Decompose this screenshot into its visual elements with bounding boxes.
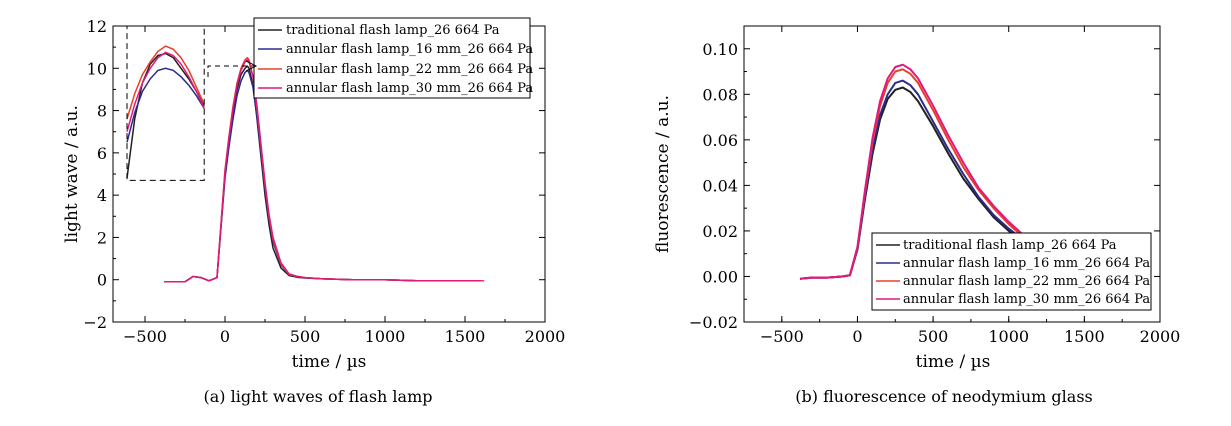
chart-b-legend-label-2: annular flash lamp_22 mm_26 664 Pa	[903, 274, 1150, 289]
chart-a-x-tick-label: 1000	[365, 327, 406, 346]
chart-b-y-tick-label: −0.02	[689, 313, 738, 332]
chart-a-y-tick-label: 8	[97, 102, 107, 121]
chart-b-legend-box	[871, 232, 1152, 311]
chart-a-inset-line-0	[126, 52, 205, 179]
zoom-arrow-head	[245, 60, 258, 72]
chart-a-inset	[126, 25, 205, 181]
chart-a: −500 0 500 1000 1500 2000 −2 0 2 4 6 8 10 12 time / …	[62, 17, 565, 406]
chart-a-x-tick-label: 2000	[525, 327, 566, 346]
chart-b-y-ticks: −0.02 0.00 0.02 0.04 0.06 0.08 0.10	[689, 40, 1160, 332]
chart-b-y-tick-label: 0.08	[702, 85, 738, 104]
chart-b-y-tick-label: 0.10	[702, 40, 738, 59]
chart-a-legend-box	[253, 17, 531, 99]
chart-a-legend-label-2: annular flash lamp_22 mm_26 664 Pa	[286, 62, 533, 77]
chart-a-legend: traditional flash lamp_26 664 Pa annular…	[253, 17, 533, 99]
chart-a-y-tick-label: 10	[87, 59, 107, 78]
chart-b-y-axis-label: fluorescence / a.u.	[653, 95, 673, 253]
chart-b-legend-label-1: annular flash lamp_16 mm_26 664 Pa	[903, 256, 1150, 271]
chart-a-inset-line-2	[126, 45, 205, 120]
chart-b-legend: traditional flash lamp_26 664 Pa annular…	[871, 232, 1152, 311]
chart-b-x-axis-label: time / µs	[916, 352, 991, 372]
chart-b-x-ticks: −500 0 500 1000 1500 2000	[743, 26, 1181, 346]
chart-a-y-tick-label: 2	[97, 228, 107, 247]
chart-b-x-tick-label: 1500	[1064, 327, 1105, 346]
chart-a-y-ticks: −2 0 2 4 6 8 10 12	[83, 17, 545, 332]
chart-b-y-tick-label: 0.04	[702, 176, 738, 195]
chart-a-y-tick-label: −2	[83, 313, 107, 332]
chart-b-plot-frame	[743, 25, 1161, 323]
chart-b-legend-label-3: annular flash lamp_30 mm_26 664 Pa	[903, 292, 1150, 307]
chart-a-x-axis-label: time / µs	[292, 352, 367, 372]
chart-a-x-tick-label: 1500	[445, 327, 486, 346]
chart-b-x-tick-label: 2000	[1140, 327, 1181, 346]
chart-b: −500 0 500 1000 1500 2000 −0.02 0.00 0.02 0.04 0.…	[653, 25, 1181, 406]
chart-b-y-tick-label: 0.00	[702, 267, 738, 286]
chart-a-y-axis-label: light wave / a.u.	[62, 105, 82, 243]
zoom-arrow-line	[207, 65, 254, 77]
chart-a-y-tick-label: 6	[97, 144, 107, 163]
chart-a-x-tick-label: 500	[290, 327, 321, 346]
chart-a-inset-line-3	[126, 51, 205, 132]
chart-b-x-tick-label: 1000	[988, 327, 1029, 346]
chart-a-inset-line-1	[126, 67, 205, 143]
chart-a-series-line-0	[164, 65, 481, 283]
chart-a-legend-label-1: annular flash lamp_16 mm_26 664 Pa	[286, 42, 533, 57]
chart-a-x-tick-label: −500	[123, 327, 167, 346]
chart-b-x-tick-label: 0	[852, 327, 862, 346]
chart-b-caption: (b) fluorescence of neodymium glass	[795, 387, 1093, 406]
chart-a-y-tick-label: 12	[87, 17, 107, 36]
chart-a-inset-frame	[126, 25, 205, 181]
chart-a-y-tick-label: 0	[97, 271, 107, 290]
chart-b-y-tick-label: 0.06	[702, 131, 738, 150]
chart-a-y-tick-label: 4	[97, 186, 107, 205]
chart-b-y-tick-label: 0.02	[702, 222, 738, 241]
chart-a-legend-label-0: traditional flash lamp_26 664 Pa	[286, 23, 500, 38]
chart-a-zoom-arrow	[207, 60, 258, 77]
chart-b-x-tick-label: −500	[760, 327, 804, 346]
chart-a-series-line-1	[164, 69, 481, 283]
chart-b-x-tick-label: 500	[918, 327, 949, 346]
chart-a-legend-label-3: annular flash lamp_30 mm_26 664 Pa	[286, 81, 533, 96]
chart-b-legend-label-0: traditional flash lamp_26 664 Pa	[903, 238, 1117, 253]
chart-a-caption: (a) light waves of flash lamp	[204, 387, 433, 406]
chart-a-x-tick-label: 0	[220, 327, 230, 346]
